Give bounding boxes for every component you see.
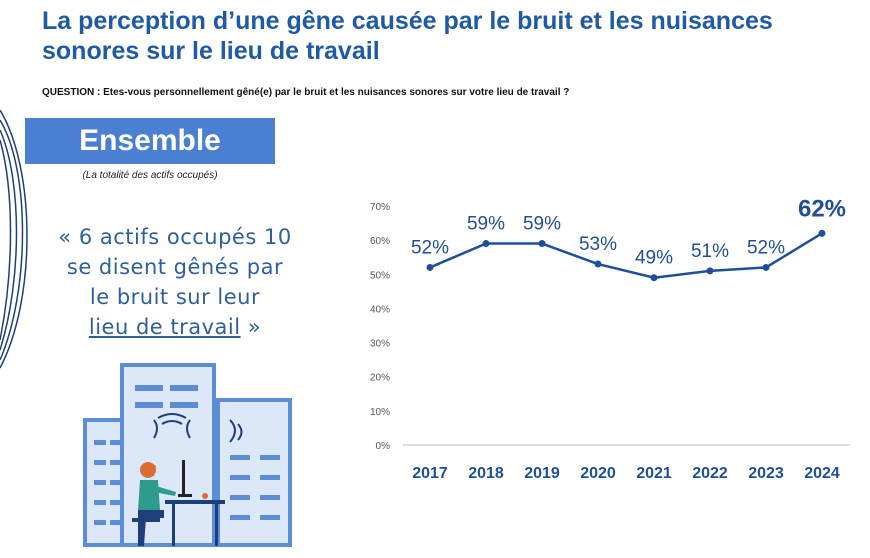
x-tick-label: 2021 bbox=[636, 465, 672, 482]
data-point bbox=[762, 263, 770, 271]
data-point bbox=[650, 274, 658, 282]
quote-line: « 6 actifs occupés 10 bbox=[58, 225, 292, 249]
y-tick-label: 50% bbox=[370, 270, 390, 281]
data-point bbox=[594, 260, 602, 268]
quote-line: se disent gênés par bbox=[66, 255, 284, 279]
y-tick-label: 20% bbox=[370, 373, 390, 384]
y-tick-label: 10% bbox=[370, 407, 390, 418]
data-label: 52% bbox=[411, 237, 449, 258]
data-point bbox=[482, 240, 490, 248]
data-label: 52% bbox=[747, 237, 785, 258]
page-title: La perception d’une gêne causée par le b… bbox=[42, 7, 773, 65]
y-tick-label: 0% bbox=[376, 441, 391, 452]
segment-subtitle: (La totalité des actifs occupés) bbox=[82, 170, 218, 181]
segment-banner: Ensemble bbox=[25, 118, 275, 164]
series-line bbox=[429, 232, 823, 279]
key-quote: « 6 actifs occupés 10 se disent gênés pa… bbox=[40, 222, 310, 342]
y-tick-label: 30% bbox=[370, 339, 390, 350]
data-label: 62% bbox=[798, 195, 846, 222]
data-point bbox=[426, 263, 434, 271]
data-point bbox=[818, 229, 826, 237]
data-point bbox=[706, 267, 714, 275]
office-building-illustration bbox=[83, 363, 292, 547]
data-label: 59% bbox=[523, 214, 561, 235]
y-tick-label: 60% bbox=[370, 236, 390, 247]
data-point bbox=[538, 240, 546, 248]
person-at-desk-illustration bbox=[132, 460, 225, 546]
data-label: 51% bbox=[691, 241, 729, 262]
x-tick-label: 2018 bbox=[468, 465, 504, 482]
y-tick-label: 40% bbox=[370, 304, 390, 315]
quote-line: lieu de travail » bbox=[40, 312, 310, 342]
data-label: 49% bbox=[635, 248, 673, 269]
data-label: 59% bbox=[467, 214, 505, 235]
line-chart: 0% 10% 20% 30% 40% 50% 60% 70% 2017 2018 2019 2020 2… bbox=[370, 195, 850, 482]
x-tick-label: 2020 bbox=[580, 465, 616, 482]
quote-underlined: lieu de travail bbox=[88, 315, 241, 339]
x-tick-label: 2019 bbox=[524, 465, 560, 482]
x-tick-label: 2024 bbox=[804, 465, 840, 482]
y-tick-label: 70% bbox=[370, 202, 390, 213]
quote-end: » bbox=[240, 315, 262, 339]
quote-line: le bruit sur leur bbox=[89, 285, 261, 309]
decorative-curves bbox=[0, 110, 28, 369]
x-tick-label: 2023 bbox=[748, 465, 784, 482]
question-text: QUESTION : Etes-vous personnellement gên… bbox=[42, 87, 570, 98]
x-tick-label: 2017 bbox=[412, 465, 448, 482]
x-tick-label: 2022 bbox=[692, 465, 728, 482]
data-label: 53% bbox=[579, 234, 617, 255]
